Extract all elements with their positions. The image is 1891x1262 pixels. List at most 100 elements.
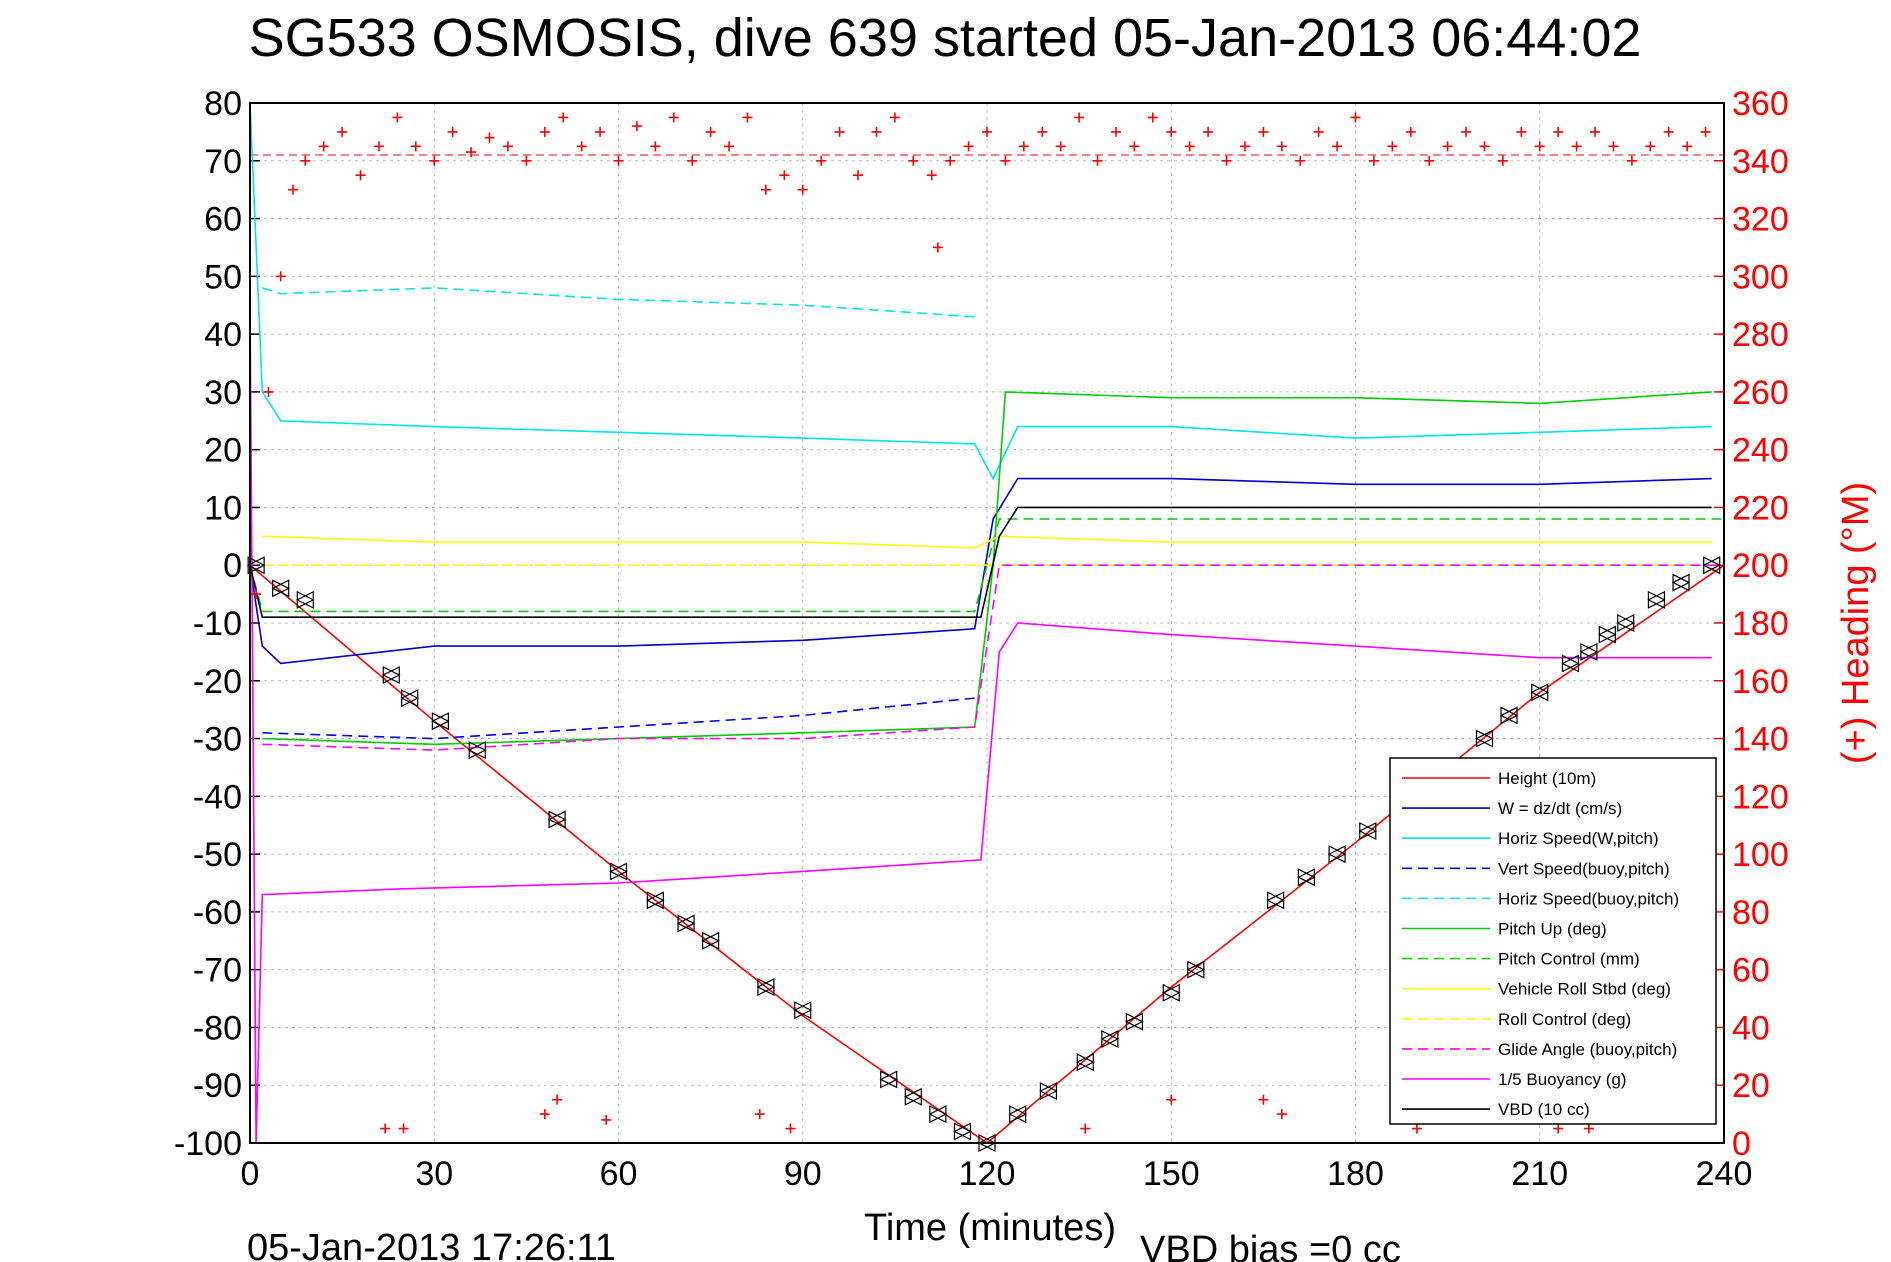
heading-point xyxy=(484,132,495,143)
legend-entry-label: Horiz Speed(buoy,pitch) xyxy=(1498,889,1679,908)
heading-point xyxy=(1424,155,1435,166)
heading-point xyxy=(263,386,274,397)
heading-point xyxy=(1080,1123,1091,1134)
y-right-tick-label: 220 xyxy=(1732,489,1789,527)
y-tick-label: -90 xyxy=(193,1067,242,1105)
heading-point xyxy=(1350,112,1361,123)
series-layer xyxy=(246,102,1725,1152)
legend-entry-label: Horiz Speed(W,pitch) xyxy=(1498,829,1659,848)
heading-point xyxy=(1276,1109,1287,1120)
y-tick-label: 0 xyxy=(223,547,242,585)
heading-point xyxy=(318,141,329,152)
heading-point xyxy=(945,155,956,166)
legend-entry-label: Pitch Control (mm) xyxy=(1498,950,1640,969)
heading-point xyxy=(1258,1094,1269,1105)
x-tick-label: 180 xyxy=(1327,1155,1384,1193)
heading-point xyxy=(1497,155,1508,166)
heading-point xyxy=(1313,126,1324,137)
heading-point xyxy=(429,155,440,166)
x-tick-label: 240 xyxy=(1696,1155,1753,1193)
y-tick-label: -100 xyxy=(174,1125,242,1163)
heading-point xyxy=(1258,126,1269,137)
heading-point xyxy=(1055,141,1066,152)
heading-point xyxy=(1092,155,1103,166)
profile-marker xyxy=(1125,1012,1144,1031)
heading-point xyxy=(539,126,550,137)
y-right-tick-label: 140 xyxy=(1732,721,1789,759)
heading-point xyxy=(760,184,771,195)
heading-point xyxy=(1461,126,1472,137)
heading-point xyxy=(287,184,298,195)
y-tick-label: -70 xyxy=(193,952,242,990)
heading-point xyxy=(1553,126,1564,137)
heading-point xyxy=(576,141,587,152)
profile-marker xyxy=(1008,1105,1028,1124)
heading-point xyxy=(1018,141,1029,152)
y-right-tick-label: 320 xyxy=(1732,201,1789,239)
profile-marker xyxy=(1597,625,1617,644)
heading-point xyxy=(410,141,421,152)
profile-marker xyxy=(903,1087,923,1106)
heading-point xyxy=(785,1123,796,1134)
profile-marker xyxy=(1100,1030,1120,1048)
y-right-tick-label: 300 xyxy=(1732,258,1789,296)
heading-point xyxy=(1516,126,1527,137)
plot-frame xyxy=(249,102,1725,1144)
x-tick-label: 90 xyxy=(784,1155,822,1193)
heading-point xyxy=(853,170,864,181)
profile-marker xyxy=(1327,845,1347,864)
profile-marker xyxy=(295,590,315,609)
legend-entry-label: Height (10m) xyxy=(1498,769,1596,788)
profile-marker xyxy=(400,689,420,708)
heading-point xyxy=(668,112,679,123)
profile-marker xyxy=(246,556,266,575)
heading-point xyxy=(816,155,827,166)
heading-point xyxy=(1534,141,1545,152)
y-right-tick-label: 340 xyxy=(1732,143,1789,181)
chart-title: SG533 OSMOSIS, dive 639 started 05-Jan-2… xyxy=(249,8,1642,68)
heading-point xyxy=(687,155,698,166)
y-tick-label: -60 xyxy=(193,894,242,932)
heading-point xyxy=(558,112,569,123)
y-right-tick-label: 80 xyxy=(1732,894,1770,932)
profile-marker xyxy=(1075,1053,1095,1072)
series-line-3 xyxy=(262,697,975,740)
heading-point xyxy=(1479,141,1490,152)
y-tick-label: 80 xyxy=(204,85,242,123)
heading-point xyxy=(1645,141,1656,152)
heading-point xyxy=(889,112,900,123)
y-tick-label: 10 xyxy=(204,489,242,527)
y-right-tick-label: 200 xyxy=(1732,547,1789,585)
y-ticks: 80 70 60 50 40 30 20 10 0 -10 -20 -30 -40 -50 -60 -70 -8… xyxy=(174,85,242,1163)
profile-marker xyxy=(1530,683,1550,702)
heading-point xyxy=(926,170,937,181)
heading-point xyxy=(373,141,384,152)
series-line-11 xyxy=(249,506,1712,619)
heading-point xyxy=(1110,126,1121,137)
profile-marker xyxy=(1266,891,1286,910)
profile-marker xyxy=(1161,983,1181,1002)
heading-point xyxy=(1203,126,1214,137)
profile-marker xyxy=(1297,868,1316,887)
profile-marker xyxy=(609,862,628,881)
timestamp: 05-Jan-2013 17:26:11 xyxy=(247,1227,616,1262)
series-line-7 xyxy=(262,535,1712,549)
series-line-2 xyxy=(249,102,1712,481)
heading-point xyxy=(1037,126,1048,137)
x-tick-label: 120 xyxy=(959,1155,1016,1193)
legend-box xyxy=(1389,757,1717,1125)
heading-point xyxy=(982,126,992,137)
heading-point xyxy=(613,155,624,166)
heading-point xyxy=(1626,155,1637,166)
y-tick-label: -40 xyxy=(193,778,242,816)
y-tick-label: -20 xyxy=(193,663,242,701)
heading-point xyxy=(1608,141,1619,152)
x-tick-label: 60 xyxy=(600,1155,638,1193)
heading-point xyxy=(908,155,919,166)
heading-point xyxy=(705,126,716,137)
heading-point xyxy=(1411,1123,1422,1134)
heading-point xyxy=(1405,126,1416,137)
heading-point xyxy=(466,147,477,158)
y-tick-label: -50 xyxy=(193,836,242,874)
